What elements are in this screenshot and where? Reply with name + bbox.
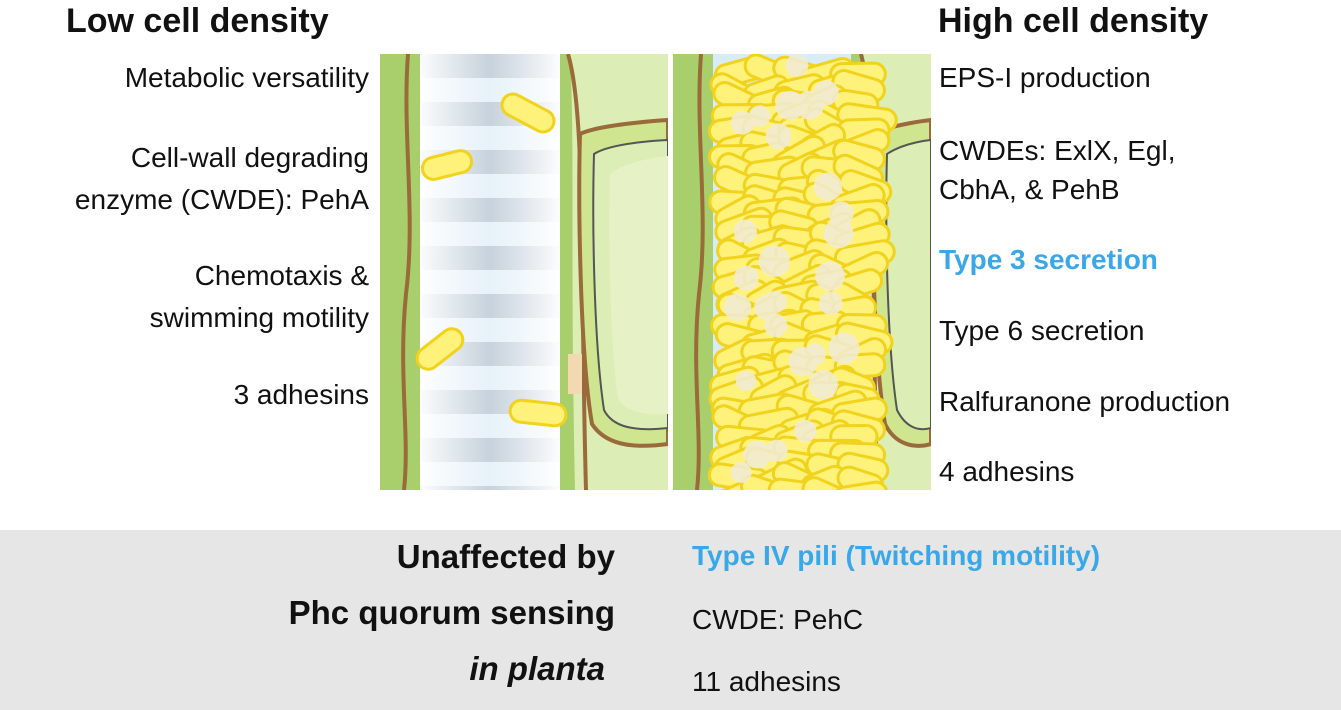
low-feature-chemotaxis-line2: swimming motility xyxy=(149,302,369,333)
low-feature-cwde-line1: Cell-wall degrading xyxy=(130,142,369,173)
unaffected-feature-cwde-pehc: CWDE: PehC xyxy=(692,604,864,635)
unaffected-heading-line3: in planta xyxy=(469,650,605,687)
eps-blob xyxy=(808,369,838,400)
high-feature-type6-secretion: Type 6 secretion xyxy=(939,315,1145,346)
low-density-vessel-illustration xyxy=(380,54,668,490)
eps-blob xyxy=(765,123,792,150)
eps-blob xyxy=(733,219,758,243)
low-feature-cwde-line2: enzyme (CWDE): PehA xyxy=(74,184,369,215)
high-density-title: High cell density xyxy=(938,2,1209,40)
low-feature-adhesins: 3 adhesins xyxy=(233,379,369,410)
unaffected-feature-adhesins: 11 adhesins xyxy=(692,666,841,697)
eps-blob xyxy=(743,440,772,469)
unaffected-feature-type4-pili: Type IV pili (Twitching motility) xyxy=(692,540,1101,571)
eps-blob xyxy=(793,419,817,443)
high-feature-cwdes-line1: CWDEs: ExlX, Egl, xyxy=(939,135,1176,166)
eps-blob xyxy=(813,172,843,201)
low-density-title: Low cell density xyxy=(66,2,329,40)
high-feature-adhesins: 4 adhesins xyxy=(939,456,1075,487)
eps-blob xyxy=(730,111,755,135)
eps-blob xyxy=(828,332,860,364)
eps-blob xyxy=(823,218,854,249)
eps-blob xyxy=(764,313,788,337)
eps-blob xyxy=(735,370,757,392)
unaffected-band: Unaffected by Phc quorum sensing in plan… xyxy=(0,530,1341,710)
eps-blob xyxy=(758,245,790,277)
eps-blob xyxy=(723,293,752,322)
high-feature-type3-secretion: Type 3 secretion xyxy=(939,244,1158,275)
high-density-vessel-illustration xyxy=(673,54,931,490)
low-feature-chemotaxis-line1: Chemotaxis & xyxy=(194,260,369,291)
eps-blob xyxy=(730,461,752,483)
eps-blob xyxy=(775,90,805,121)
eps-blob xyxy=(748,105,771,127)
eps-blob xyxy=(764,290,787,314)
eps-blob xyxy=(733,265,759,291)
unaffected-heading-line1: Unaffected by xyxy=(396,538,615,575)
low-feature-metabolic: Metabolic versatility xyxy=(124,62,369,93)
bacterium-cell xyxy=(832,480,889,490)
high-feature-cwdes-line2: CbhA, & PehB xyxy=(939,174,1120,205)
eps-blob xyxy=(804,343,826,366)
eps-blob xyxy=(815,261,845,291)
high-feature-eps: EPS-I production xyxy=(939,62,1151,93)
high-feature-ralfuranone: Ralfuranone production xyxy=(939,386,1231,417)
eps-blob xyxy=(819,291,843,315)
eps-blob xyxy=(785,54,809,77)
unaffected-heading-line2: Phc quorum sensing xyxy=(288,594,615,631)
bacterium-cell xyxy=(801,476,849,490)
